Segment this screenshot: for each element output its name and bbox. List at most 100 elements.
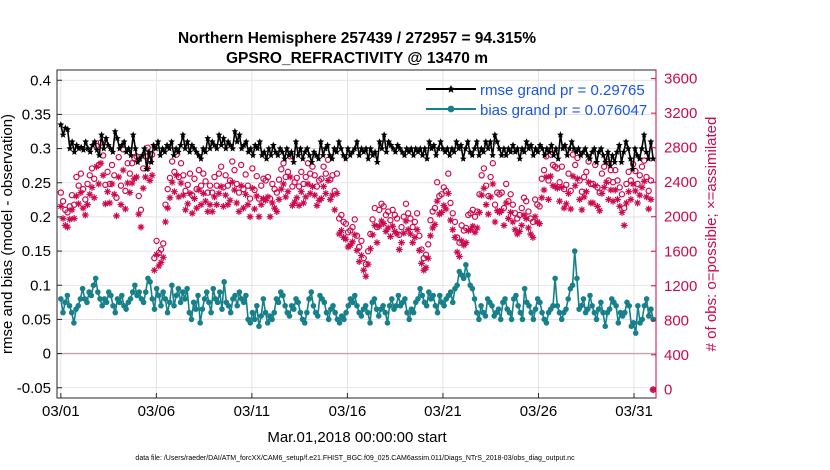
obs-assimilated-point [502,199,510,207]
rmse-point [91,138,99,145]
obs-assimilated-point [164,204,172,212]
bias-point [341,316,347,323]
obs-assimilated-point [95,180,103,188]
obs-assimilated-point [228,178,236,186]
bias-point [349,299,356,306]
obs-possible-point [491,201,499,208]
rmse-point [633,151,641,159]
rmse-point [627,155,634,162]
rmse-point [263,155,270,162]
obs-assimilated-point [182,206,189,214]
obs-assimilated-point [409,239,417,247]
obs-possible-point [445,170,452,177]
rmse-point [437,138,444,145]
obs-assimilated-point [84,201,91,209]
obs-assimilated-point [509,218,517,226]
obs-possible-point [298,168,305,176]
rmse-point [102,134,110,142]
obs-assimilated-point [304,180,312,188]
obs-assimilated-point [614,196,621,203]
bias-point [264,320,271,326]
bias-point [495,306,502,312]
obs-assimilated-point [110,190,118,198]
rmse-point [71,148,78,155]
obs-assimilated-point [106,199,114,207]
obs-assimilated-point [237,182,245,190]
x-tick-label: 03/21 [424,403,462,420]
rmse-point [217,141,225,149]
obs-possible-point [478,172,485,179]
obs-assimilated-point [640,177,648,185]
rmse-point [493,138,501,145]
rmse-point [109,148,117,155]
bias-point [214,299,221,306]
obs-assimilated-point [366,245,374,253]
obs-possible-point [180,172,187,179]
obs-possible-point [293,174,301,182]
rmse-point [514,145,521,152]
bias-point [417,285,423,292]
obs-assimilated-point [153,251,160,259]
bias-point [565,296,572,302]
obs-possible-point [612,166,619,174]
bias-point [297,309,304,316]
obs-assimilated-point [97,159,105,167]
bias-point [77,296,84,302]
obs-possible-point [438,191,445,198]
obs-possible-point [569,151,577,158]
bias-point [330,302,336,309]
rmse-point [419,151,426,159]
obs-assimilated-point [284,188,292,196]
obs-possible-point [311,172,318,179]
rmse-point [104,141,112,149]
rmse-point [509,141,517,149]
obs-assimilated-point [620,221,628,229]
legend: rmse grand pr = 0.29765 bias grand pr = … [426,82,647,119]
rmse-point [227,141,234,149]
bias-point [203,289,210,295]
rmse-point [317,138,325,145]
bias-point [195,292,201,299]
obs-assimilated-point [242,190,250,198]
right-tick-label: 2000 [664,209,697,226]
bias-point [234,302,241,309]
obs-assimilated-point [64,223,71,231]
rmse-point [165,145,173,152]
x-tick-label: 03/31 [615,403,653,420]
obs-assimilated-point [66,215,74,223]
obs-assimilated-point [386,233,394,240]
rmse-point [113,134,121,142]
obs-assimilated-point [520,211,528,219]
bias-point [552,275,558,282]
bias-point [68,309,75,316]
rmse-point [496,145,503,152]
bias-point [286,313,293,319]
obs-assimilated-point [146,177,154,184]
obs-assimilated-point [558,183,566,191]
obs-assimilated-point [582,188,590,196]
rmse-point [579,148,587,155]
obs-assimilated-point [211,193,218,201]
obs-assimilated-point [273,208,281,215]
obs-possible-point [284,168,292,176]
rmse-point [387,141,395,149]
obs-possible-point [625,168,632,176]
rmse-point [256,138,264,145]
rmse-point [123,148,130,155]
bias-point [423,302,430,309]
rmse-point [294,151,302,159]
bias-point [158,302,164,309]
obs-assimilated-point [113,212,120,220]
obs-assimilated-point [173,171,181,179]
obs-assimilated-point [333,190,341,197]
rmse-point [575,145,582,152]
rmse-point [441,148,449,155]
obs-possible-point [162,201,169,208]
obs-assimilated-point [525,224,532,232]
rmse-point [369,151,377,159]
obs-possible-point [498,189,505,196]
bias-point [219,306,225,312]
rmse-point [315,155,322,162]
bias-point [404,309,410,316]
bias-point [62,299,68,306]
